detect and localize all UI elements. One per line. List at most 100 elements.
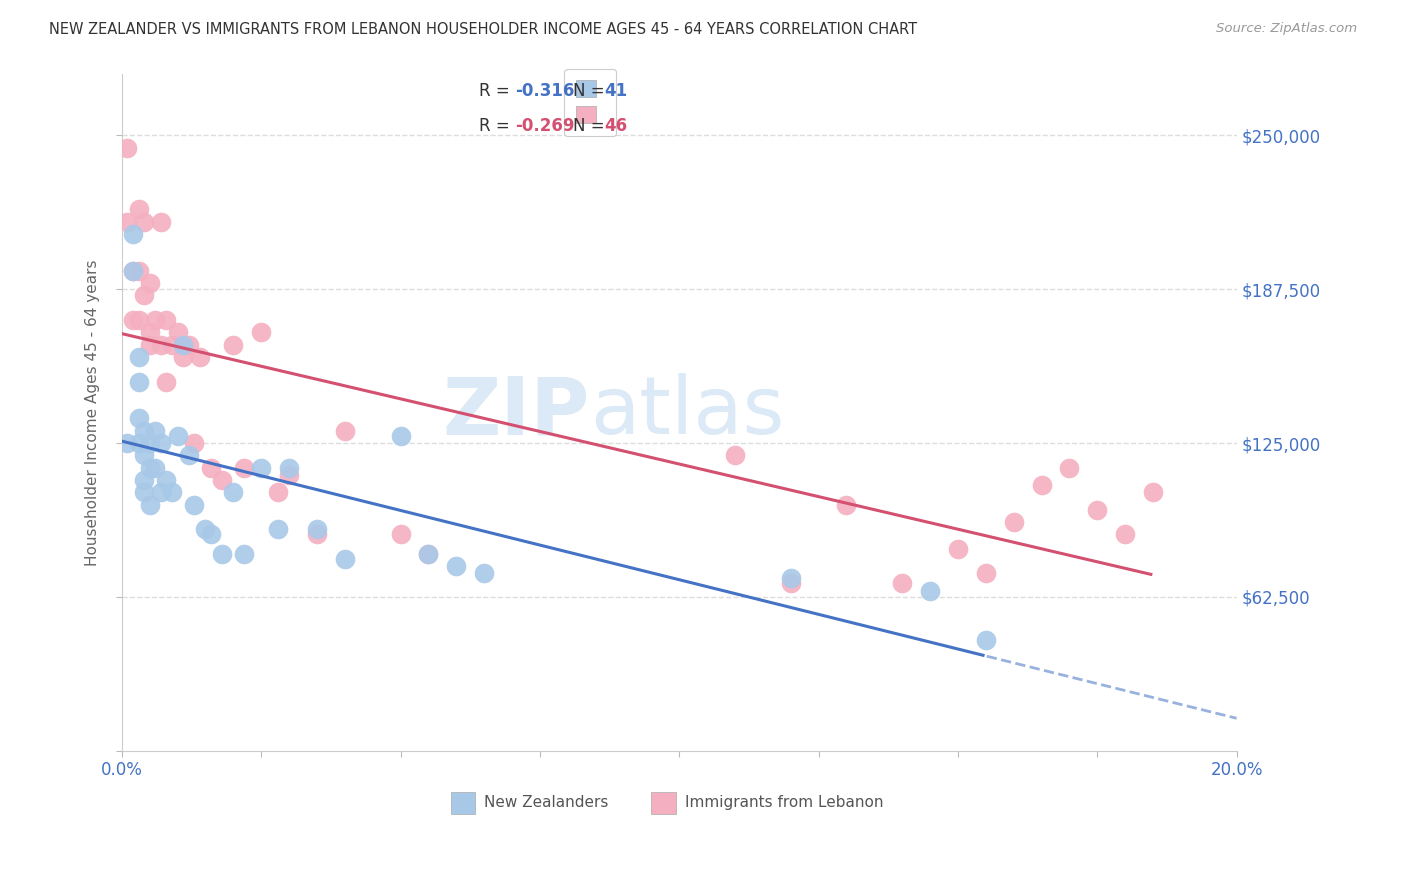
Point — [1114, 527, 1136, 541]
Point — [143, 460, 166, 475]
Point — [278, 468, 301, 483]
Point — [250, 326, 273, 340]
Point — [117, 436, 139, 450]
Point — [835, 498, 858, 512]
Point — [160, 337, 183, 351]
Point — [134, 485, 156, 500]
Point — [166, 428, 188, 442]
Point — [1031, 478, 1053, 492]
Point — [188, 350, 211, 364]
Point — [128, 313, 150, 327]
Point — [128, 350, 150, 364]
Point — [233, 460, 256, 475]
Point — [333, 424, 356, 438]
Point — [166, 326, 188, 340]
Point — [222, 485, 245, 500]
FancyBboxPatch shape — [651, 792, 676, 814]
Point — [128, 264, 150, 278]
Text: New Zealanders: New Zealanders — [484, 796, 609, 810]
Point — [138, 337, 160, 351]
Point — [128, 411, 150, 425]
Point — [134, 288, 156, 302]
Point — [918, 583, 941, 598]
Point — [389, 527, 412, 541]
Text: Immigrants from Lebanon: Immigrants from Lebanon — [685, 796, 883, 810]
Point — [418, 547, 440, 561]
Point — [128, 375, 150, 389]
Legend: , : , — [564, 69, 616, 136]
Point — [155, 313, 177, 327]
Point — [134, 449, 156, 463]
Text: atlas: atlas — [591, 374, 785, 451]
Point — [194, 522, 217, 536]
Point — [211, 473, 233, 487]
Point — [122, 313, 145, 327]
Point — [974, 632, 997, 647]
Point — [1059, 460, 1081, 475]
Point — [779, 571, 801, 585]
Point — [1142, 485, 1164, 500]
Point — [211, 547, 233, 561]
Point — [143, 313, 166, 327]
Point — [267, 522, 290, 536]
Point — [172, 337, 194, 351]
Point — [446, 559, 468, 574]
Text: N =: N = — [574, 117, 610, 135]
Point — [122, 264, 145, 278]
FancyBboxPatch shape — [451, 792, 475, 814]
Point — [149, 337, 172, 351]
Point — [222, 337, 245, 351]
Text: -0.269: -0.269 — [516, 117, 575, 135]
Point — [200, 460, 222, 475]
Point — [333, 551, 356, 566]
Point — [250, 460, 273, 475]
Text: -0.316: -0.316 — [516, 82, 575, 100]
Point — [122, 227, 145, 241]
Point — [134, 214, 156, 228]
Point — [149, 214, 172, 228]
Text: 41: 41 — [605, 82, 627, 100]
Text: R =: R = — [478, 117, 515, 135]
Point — [389, 428, 412, 442]
Y-axis label: Householder Income Ages 45 - 64 years: Householder Income Ages 45 - 64 years — [86, 259, 100, 566]
Point — [138, 436, 160, 450]
Point — [779, 576, 801, 591]
Point — [177, 449, 200, 463]
Point — [472, 566, 495, 581]
Point — [233, 547, 256, 561]
Text: N =: N = — [574, 82, 610, 100]
Point — [183, 436, 205, 450]
Point — [138, 498, 160, 512]
Point — [117, 141, 139, 155]
Point — [177, 337, 200, 351]
Point — [305, 527, 328, 541]
Point — [160, 485, 183, 500]
Point — [278, 460, 301, 475]
Point — [183, 498, 205, 512]
Point — [149, 485, 172, 500]
Text: R =: R = — [478, 82, 515, 100]
Point — [138, 276, 160, 290]
Point — [155, 375, 177, 389]
Point — [724, 449, 747, 463]
Point — [122, 264, 145, 278]
Point — [155, 473, 177, 487]
Point — [128, 436, 150, 450]
Text: NEW ZEALANDER VS IMMIGRANTS FROM LEBANON HOUSEHOLDER INCOME AGES 45 - 64 YEARS C: NEW ZEALANDER VS IMMIGRANTS FROM LEBANON… — [49, 22, 917, 37]
Point — [267, 485, 290, 500]
Point — [149, 436, 172, 450]
Point — [117, 214, 139, 228]
Point — [138, 460, 160, 475]
Point — [172, 350, 194, 364]
Point — [200, 527, 222, 541]
Point — [134, 473, 156, 487]
Text: 46: 46 — [605, 117, 627, 135]
Point — [305, 522, 328, 536]
Point — [143, 424, 166, 438]
Point — [138, 326, 160, 340]
Point — [1002, 515, 1025, 529]
Point — [946, 541, 969, 556]
Point — [1085, 502, 1108, 516]
Text: ZIP: ZIP — [443, 374, 591, 451]
Point — [418, 547, 440, 561]
